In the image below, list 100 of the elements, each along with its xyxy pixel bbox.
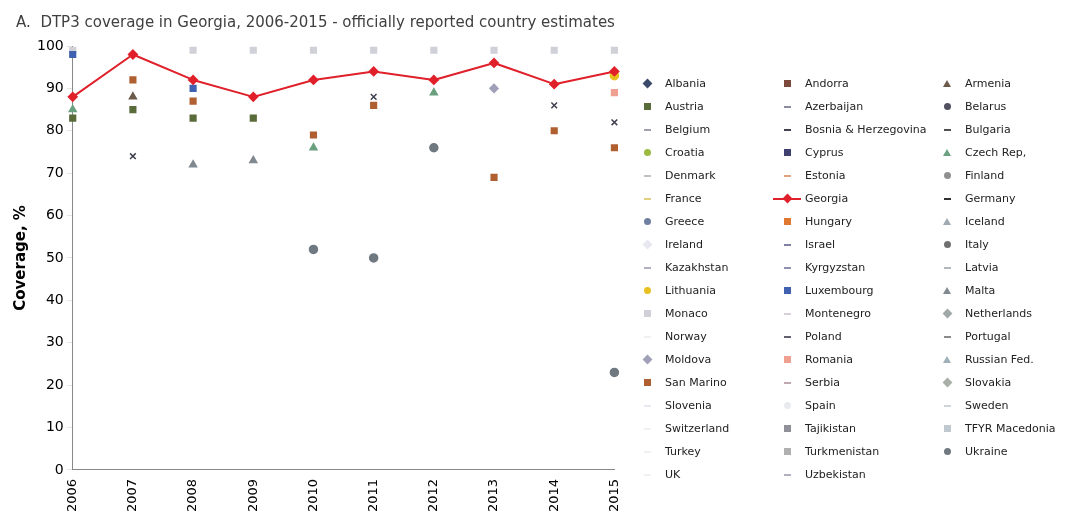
legend-label: Serbia <box>805 376 841 389</box>
point <box>610 144 618 152</box>
x-tick-label: 2006 <box>64 478 80 513</box>
y-tick-label: 100 <box>36 36 64 53</box>
y-tick-label: 80 <box>45 121 64 138</box>
y-tick-label: 30 <box>45 333 64 350</box>
x-tick-label: 2009 <box>244 478 260 513</box>
x-tick-label: 2007 <box>124 478 140 513</box>
point <box>309 142 318 151</box>
legend-label: Hungary <box>805 215 852 228</box>
legend-label: Slovakia <box>965 376 1012 389</box>
y-tick-label: 60 <box>45 206 64 223</box>
point <box>550 46 558 54</box>
point <box>189 114 197 122</box>
y-tick-label: 40 <box>45 290 64 307</box>
point <box>610 89 618 97</box>
point <box>550 127 558 135</box>
point <box>308 74 319 85</box>
legend-label: UK <box>665 468 681 481</box>
legend-label: Greece <box>665 215 705 228</box>
point <box>309 46 318 54</box>
point <box>489 83 499 94</box>
point <box>490 173 498 181</box>
point <box>68 104 77 113</box>
x-tick-label: 2013 <box>485 478 501 513</box>
legend-label: Ireland <box>665 238 704 251</box>
point <box>249 155 258 164</box>
point <box>428 74 439 85</box>
legend-label: Poland <box>805 330 842 343</box>
y-tick-label: 90 <box>45 79 64 96</box>
legend-label: Israel <box>805 238 836 251</box>
point <box>308 244 319 255</box>
point <box>610 46 618 54</box>
x-tick-label: 2015 <box>605 478 621 513</box>
legend-label: Malta <box>965 284 996 297</box>
y-tick-label: 50 <box>45 248 64 265</box>
legend-label: Moldova <box>665 353 712 366</box>
legend-label: Tajikistan <box>805 422 856 435</box>
legend-label: Spain <box>805 399 836 412</box>
legend-label: Uzbekistan <box>805 468 866 481</box>
legend-label: Denmark <box>665 169 716 182</box>
legend-label: Monaco <box>665 307 708 320</box>
x-tick-label: 2008 <box>184 478 200 513</box>
y-tick-label: 20 <box>45 375 64 392</box>
legend-label: Russian Fed. <box>965 353 1034 366</box>
legend-label: Ukraine <box>965 445 1008 458</box>
point <box>490 46 498 54</box>
legend-label: Estonia <box>805 169 846 182</box>
legend-label: Lithuania <box>665 284 716 297</box>
point <box>249 46 257 54</box>
y-tick-label: 0 <box>54 460 64 477</box>
legend-label: France <box>665 192 702 205</box>
point <box>609 367 620 378</box>
legend-label: Switzerland <box>665 422 730 435</box>
legend-label: Germany <box>965 192 1016 205</box>
point <box>189 97 197 105</box>
legend-label: Kyrgyzstan <box>805 261 866 274</box>
point <box>248 91 259 102</box>
legend-label: Netherlands <box>965 307 1033 320</box>
point <box>69 50 77 59</box>
legend-label: Croatia <box>665 146 705 159</box>
point <box>430 46 438 54</box>
y-tick-label: 70 <box>45 163 64 180</box>
point <box>67 91 78 102</box>
legend-label: San Marino <box>665 376 727 389</box>
legend-label: Armenia <box>965 77 1012 90</box>
point <box>189 46 197 54</box>
point <box>129 76 137 84</box>
legend-label: Kazakhstan <box>665 261 729 274</box>
legend-label: Finland <box>965 169 1005 182</box>
x-tick-label: 2014 <box>545 478 561 513</box>
legend-label: Azerbaijan <box>805 100 864 113</box>
point <box>188 74 199 85</box>
legend-label: Luxembourg <box>805 284 874 297</box>
point <box>549 79 560 90</box>
point <box>189 84 197 92</box>
legend-label: Italy <box>965 238 989 251</box>
point <box>368 66 379 77</box>
legend-label: Belarus <box>965 100 1007 113</box>
legend-label: Latvia <box>965 261 999 274</box>
legend-label: Turkey <box>665 445 701 458</box>
legend-label: Austria <box>665 100 704 113</box>
point <box>309 131 318 139</box>
legend-label: Norway <box>665 330 707 343</box>
point <box>249 114 257 122</box>
legend-label: Turkmenistan <box>805 445 880 458</box>
legend-label: Bosnia & Herzegovina <box>805 123 927 136</box>
point <box>128 92 138 100</box>
point <box>129 106 137 114</box>
point <box>489 57 500 68</box>
point <box>368 253 379 263</box>
legend-label: Georgia <box>805 192 849 205</box>
legend-label: Bulgaria <box>965 123 1011 136</box>
legend-label: Czech Rep, <box>965 146 1027 159</box>
y-tick-label: 10 <box>45 418 64 435</box>
point <box>127 49 138 60</box>
x-tick-label: 2011 <box>365 478 381 513</box>
legend-label: Cyprus <box>805 146 844 159</box>
point <box>370 101 378 109</box>
point <box>370 46 378 54</box>
